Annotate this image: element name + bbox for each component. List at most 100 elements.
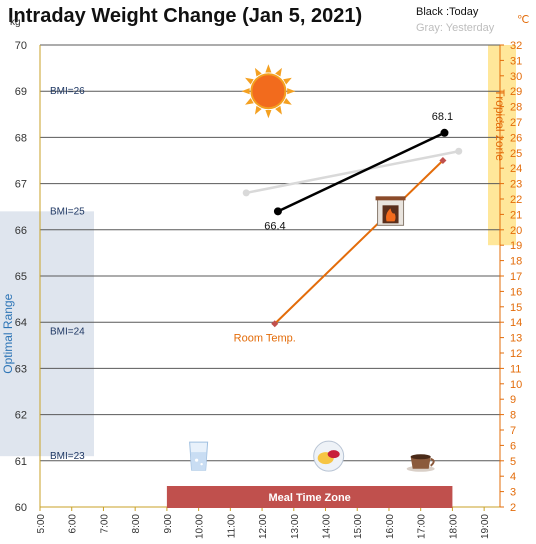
y-left-tick-label: 65: [15, 271, 27, 283]
x-tick-label: 11:00: [226, 514, 237, 539]
food-plate-icon-part: [327, 450, 340, 459]
y-right-tick-label: 7: [510, 425, 516, 437]
y-right-tick-label: 11: [510, 363, 521, 375]
y-left-tick-label: 70: [15, 40, 27, 52]
data-point-room-temp: [439, 156, 447, 165]
optimal-range-label: Optimal Range: [1, 293, 15, 373]
fireplace-icon: [375, 196, 406, 226]
data-point-today: [273, 207, 282, 216]
food-plate-icon: [313, 440, 345, 472]
coffee-cup-icon-part: [430, 457, 435, 467]
y-left-tick-label: 62: [15, 410, 27, 422]
y-right-tick-label: 17: [510, 271, 522, 283]
x-tick-label: 5:00: [36, 514, 47, 534]
fireplace-icon-part: [375, 196, 406, 201]
sun-icon: [241, 64, 296, 119]
coffee-cup-icon-part: [410, 454, 431, 460]
x-tick-label: 18:00: [448, 514, 459, 539]
y-right-tick-label: 14: [510, 317, 522, 329]
y-left-tick-label: 63: [15, 363, 27, 375]
water-glass-icon-part: [200, 462, 203, 466]
x-tick-label: 14:00: [322, 514, 333, 539]
y-right-tick-label: 5: [510, 456, 516, 468]
sun-icon-part: [287, 88, 296, 95]
y-right-tick-label: 24: [510, 163, 522, 175]
sun-icon-part: [283, 77, 292, 85]
x-tick-label: 19:00: [480, 514, 491, 539]
y-right-tick-label: 19: [510, 240, 522, 252]
tropical-zone-label: Tropical zone: [493, 89, 507, 161]
fireplace-icon-part: [386, 208, 396, 222]
y-right-tick-label: 4: [510, 471, 516, 483]
bmi-label: BMI=23: [50, 451, 85, 462]
data-point-yesterday: [242, 189, 250, 197]
y-right-tick-label: 22: [510, 194, 522, 206]
sun-icon-part: [250, 73, 287, 110]
y-left-tick-label: 68: [15, 132, 27, 144]
series-line-yesterday: [245, 150, 459, 195]
legend-yesterday: Gray: Yesterday: [416, 22, 495, 34]
right-axis-unit: ℃: [517, 14, 530, 26]
y-right-tick-label: 10: [510, 379, 522, 391]
sun-icon-part: [245, 97, 254, 105]
y-right-tick-label: 9: [510, 394, 516, 406]
y-left-tick-label: 60: [15, 502, 27, 514]
water-glass-icon-part: [190, 452, 207, 471]
x-tick-label: 7:00: [99, 514, 110, 534]
x-tick-label: 16:00: [385, 514, 396, 539]
meal-time-zone-label: Meal Time Zone: [268, 492, 350, 504]
meal-time-zone-bar: [166, 486, 453, 508]
legend-today: Black :Today: [416, 6, 479, 18]
x-tick-label: 10:00: [195, 514, 206, 539]
y-right-tick-label: 13: [510, 333, 522, 345]
sun-icon-part: [265, 109, 272, 119]
x-tick-label: 9:00: [163, 514, 174, 534]
bmi-label: BMI=24: [50, 326, 85, 337]
y-right-tick-label: 30: [510, 71, 522, 83]
sun-icon-part: [241, 88, 250, 95]
y-right-tick-label: 6: [510, 440, 516, 452]
sun-icon-part: [283, 97, 292, 105]
data-label-today-start: 66.4: [264, 220, 285, 232]
bmi-label: BMI=26: [50, 86, 85, 97]
y-left-tick-label: 67: [15, 179, 27, 191]
bmi-label: BMI=25: [50, 206, 85, 217]
x-tick-label: 8:00: [131, 514, 142, 534]
y-left-tick-label: 69: [15, 86, 27, 98]
series-line-room-temp: [274, 159, 444, 325]
y-right-tick-label: 21: [510, 209, 522, 221]
y-right-tick-label: 15: [510, 302, 522, 314]
y-right-tick-label: 20: [510, 225, 522, 237]
data-point-yesterday: [455, 147, 463, 155]
coffee-cup-icon-part: [410, 456, 431, 469]
y-right-tick-label: 28: [510, 102, 522, 114]
y-right-tick-label: 29: [510, 86, 522, 98]
tropical-zone-band: [488, 45, 516, 246]
water-glass-icon: [189, 441, 209, 471]
x-tick-label: 17:00: [417, 514, 428, 539]
y-right-tick-label: 23: [510, 179, 522, 191]
y-right-tick-label: 16: [510, 286, 522, 298]
data-point-room-temp: [271, 320, 279, 328]
y-left-tick-label: 64: [15, 317, 27, 329]
y-left-tick-label: 61: [15, 456, 27, 468]
y-right-tick-label: 26: [510, 132, 522, 144]
data-point-today: [440, 128, 449, 137]
y-right-tick-label: 18: [510, 256, 522, 268]
series-line-today: [277, 131, 446, 213]
left-axis-unit: kg: [10, 17, 21, 28]
coffee-cup-icon: [406, 454, 435, 472]
sun-icon-part: [275, 67, 282, 77]
y-right-tick-label: 32: [510, 40, 522, 52]
sun-icon-part: [245, 77, 254, 85]
y-right-tick-label: 2: [510, 502, 516, 514]
x-tick-label: 6:00: [68, 514, 79, 534]
y-left-tick-label: 66: [15, 225, 27, 237]
y-right-tick-label: 27: [510, 117, 522, 129]
x-tick-label: 13:00: [290, 514, 301, 539]
x-tick-label: 12:00: [258, 514, 269, 539]
y-right-tick-label: 31: [510, 55, 522, 67]
y-right-tick-label: 25: [510, 148, 522, 160]
